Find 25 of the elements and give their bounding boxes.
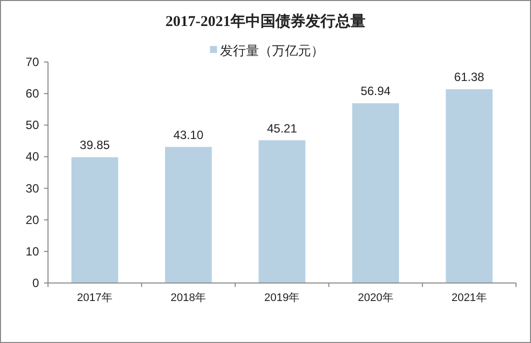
text: 39.85 [80, 138, 110, 152]
y-tick-label: 30 [26, 181, 40, 196]
text: 61.38 [454, 70, 484, 84]
legend-label: 发行量（万亿元） [220, 43, 324, 58]
bar [71, 157, 118, 283]
x-tick-label: 2017年 [77, 292, 113, 304]
y-tick-label: 0 [32, 276, 40, 290]
x-tick-label: 2021年 [451, 292, 487, 304]
y-tick-label: 40 [26, 150, 40, 164]
x-tick-label: 2020年 [358, 292, 394, 304]
text: 45.21 [266, 121, 298, 136]
y-tick-label: 50 [26, 118, 40, 132]
text: 43.10 [173, 128, 204, 142]
y-tick-label: 10 [26, 244, 40, 258]
y-tick-label: 60 [26, 86, 40, 101]
y-tick-label: 20 [26, 212, 40, 227]
bar [446, 89, 493, 283]
bar [258, 140, 306, 283]
bar [352, 103, 399, 283]
bar [165, 146, 212, 283]
x-tick-label: 2018年 [170, 292, 206, 304]
chart-title: 2017-2021年中国债券发行总量 [166, 13, 366, 30]
text: 56.94 [360, 84, 391, 98]
x-tick-label: 2019年 [264, 292, 300, 304]
y-tick-label: 70 [26, 55, 40, 69]
